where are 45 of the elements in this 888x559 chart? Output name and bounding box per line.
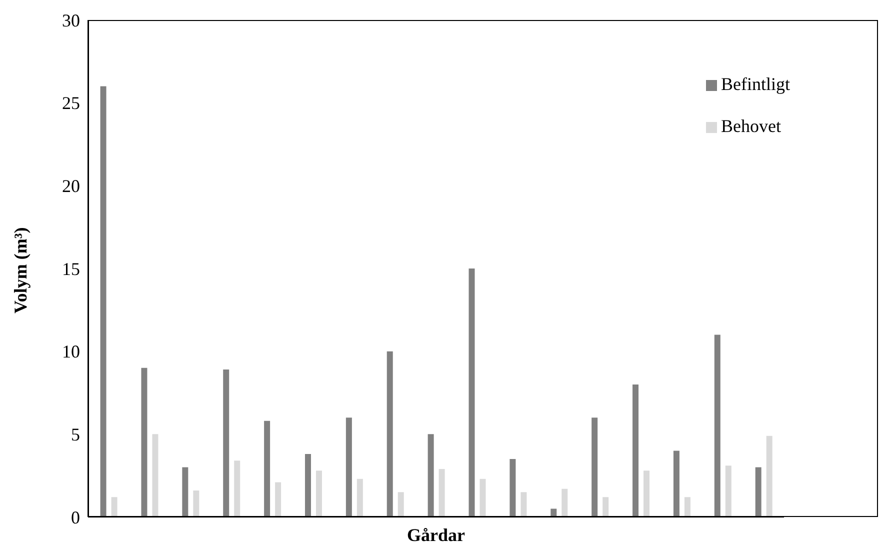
bar: [398, 492, 404, 517]
bar: [275, 482, 282, 517]
y-tick-label: 0: [71, 507, 80, 528]
bar: [644, 470, 650, 517]
bar: [223, 370, 230, 517]
bar: [193, 490, 200, 517]
bar: [346, 418, 352, 517]
y-tick-label: 20: [62, 176, 80, 196]
bar: [673, 450, 680, 517]
y-tick-label: 5: [71, 424, 80, 445]
y-tick-label: 15: [62, 258, 80, 279]
bar: [714, 334, 720, 517]
bar: [234, 460, 240, 517]
bar: [438, 468, 445, 517]
y-axis-title: Volym (m³): [10, 227, 30, 314]
bar: [766, 436, 772, 517]
bar: [386, 351, 393, 517]
bar: [304, 454, 311, 517]
bar: [480, 478, 486, 517]
y-tick-label: 30: [62, 10, 80, 30]
bar: [356, 478, 363, 517]
bar: [100, 86, 106, 517]
bar: [520, 492, 527, 517]
bar: [428, 434, 434, 517]
bar: [510, 459, 516, 517]
bar: [141, 368, 148, 517]
bar: [592, 418, 598, 517]
bar: [316, 470, 322, 517]
bar: [562, 488, 568, 517]
bar: [152, 434, 158, 517]
y-tick-label: 25: [62, 93, 80, 114]
bar: [111, 497, 118, 517]
legend-label: Behovet: [721, 116, 781, 136]
bar: [725, 466, 732, 517]
bar: [755, 467, 762, 517]
bar: [632, 384, 639, 517]
legend-label: Befintligt: [721, 74, 790, 94]
x-axis-title: Gårdar: [407, 525, 465, 545]
bar: [182, 467, 188, 517]
bar: [550, 508, 557, 517]
bar: [684, 497, 690, 517]
bar: [264, 420, 270, 517]
y-tick-label: 10: [62, 342, 80, 362]
bar: [468, 268, 475, 517]
bar: [602, 497, 609, 517]
